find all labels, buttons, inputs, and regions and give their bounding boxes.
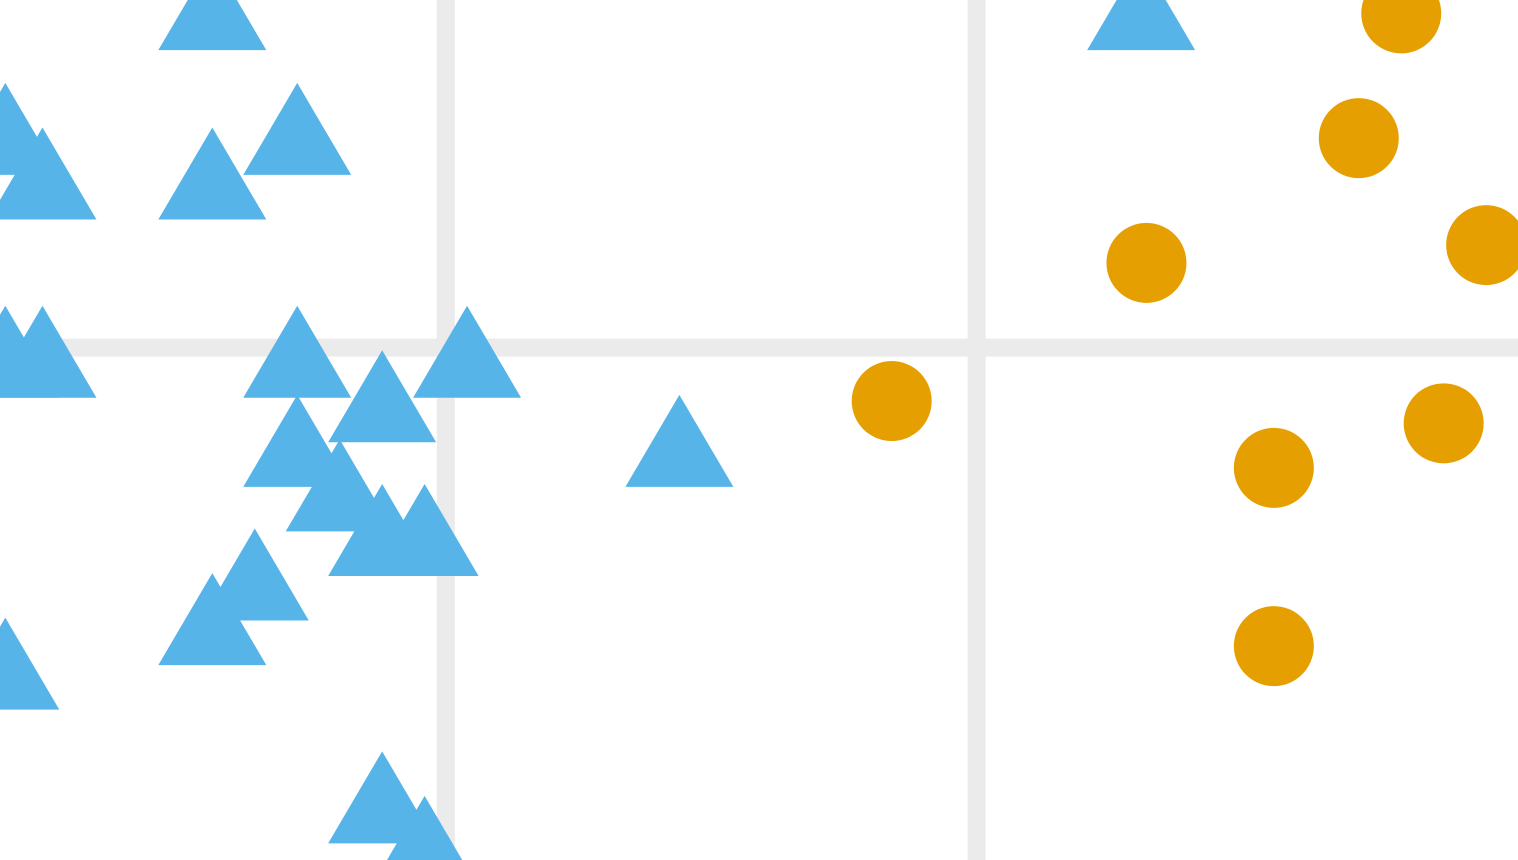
triangle-point [243, 305, 352, 398]
triangle-point [0, 305, 97, 398]
triangle-point [285, 439, 394, 532]
triangle-point [0, 127, 97, 220]
circle-point [1233, 606, 1314, 687]
triangle-point [386, 795, 463, 860]
circle-point [851, 361, 932, 442]
triangle-point [200, 528, 309, 621]
triangle-point [243, 394, 352, 487]
triangle-point [158, 127, 267, 220]
circle-point [1403, 383, 1484, 464]
triangle-point [328, 350, 437, 443]
triangle-point [413, 305, 522, 398]
circle-point [1106, 222, 1187, 303]
triangle-point [243, 82, 352, 175]
triangle-point [158, 0, 267, 51]
triangle-point [328, 751, 437, 844]
triangle-point [0, 617, 60, 710]
circle-point [1361, 0, 1442, 54]
triangle-point [1087, 0, 1196, 51]
triangle-point [370, 483, 479, 576]
circle-point [1233, 427, 1314, 508]
triangle-point [625, 394, 734, 487]
triangle-point [158, 573, 267, 666]
circle-point [1446, 205, 1518, 286]
circle-point [1318, 98, 1399, 179]
